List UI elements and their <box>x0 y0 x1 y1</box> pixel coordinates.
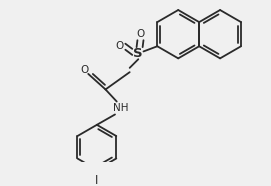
Text: O: O <box>115 41 124 51</box>
Text: O: O <box>137 29 145 39</box>
Text: O: O <box>81 65 89 75</box>
Text: NH: NH <box>113 103 129 113</box>
Text: S: S <box>134 47 143 60</box>
Text: I: I <box>95 174 99 186</box>
